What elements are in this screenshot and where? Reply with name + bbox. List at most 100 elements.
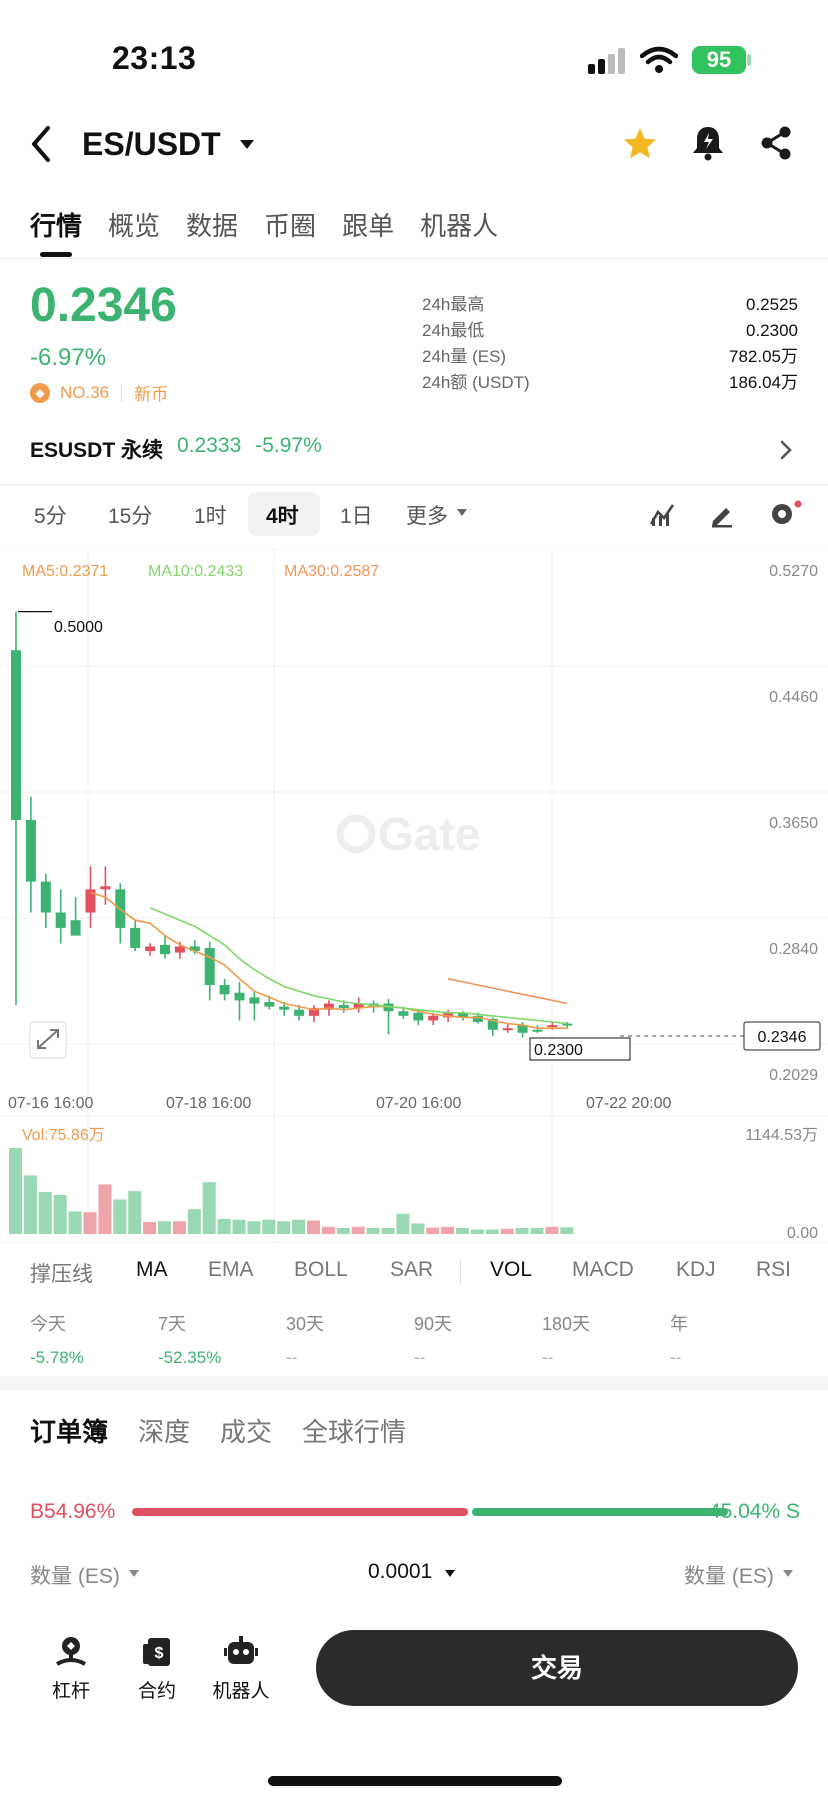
stat-value: 0.2300 [746,321,798,340]
indicator-kdj[interactable]: KDJ [676,1258,716,1281]
tab-overview[interactable]: 概览 [108,211,161,241]
perpetual-change: -5.97% [255,434,322,457]
nav-futures[interactable]: $ 合约 [112,1634,202,1703]
qty-right-select[interactable]: 数量 (ES) [684,1565,774,1588]
period-value: -- [286,1348,298,1367]
caret-down-icon[interactable] [444,1569,456,1579]
candle-body [264,1001,275,1007]
interval-15m[interactable]: 15分 [108,505,153,528]
candle-body [219,984,230,995]
low-marker-label: 0.2300 [534,1042,583,1059]
caret-down-icon[interactable] [456,508,468,518]
tab-trades[interactable]: 成交 [220,1417,273,1447]
rank-badge[interactable]: ◆ NO.36 新币 [30,380,168,405]
volume-bar [456,1227,469,1234]
period-label: 今天 [30,1314,66,1334]
tab-order-book[interactable]: 订单簿 [30,1417,109,1447]
period-item: 年 -- [670,1310,790,1368]
perpetual-label: ESUSDT 永续 [30,439,164,462]
candle-body [174,946,185,953]
interval-more[interactable]: 更多 [406,505,448,528]
volume-bar [143,1221,157,1234]
volume-bar [307,1220,320,1234]
chart-settings-icon[interactable] [768,498,804,530]
interval-5m[interactable]: 5分 [34,505,67,528]
volume-bar [441,1226,455,1234]
period-label: 30天 [286,1314,325,1334]
candle-body [428,1015,439,1021]
volume-layer [9,1148,574,1234]
ticker-stats: 24h最高 0.2525 24h最低 0.2300 24h量 (ES) 782.05万… [422,292,798,396]
tab-depth[interactable]: 深度 [138,1417,191,1447]
candle-body [443,1012,454,1018]
period-label: 90天 [414,1314,453,1334]
chevron-right-icon[interactable] [778,438,794,462]
star-icon[interactable] [622,126,658,162]
caret-down-icon[interactable] [128,1569,140,1579]
y-tick-label: 0.4460 [769,689,818,706]
y-tick-label: 0.2840 [769,941,818,958]
tab-data[interactable]: 数据 [186,211,239,241]
volume-bar [292,1219,306,1234]
volume-bar [411,1223,425,1234]
tab-community[interactable]: 币圈 [264,211,317,241]
volume-label: Vol:75.86万 [22,1127,105,1144]
stat-row: 24h最低 0.2300 [422,318,798,344]
perpetual-row[interactable]: ESUSDT 永续 0.2333 -5.97% [30,434,322,464]
tab-market[interactable]: 行情 [30,211,83,241]
back-icon[interactable] [26,124,56,164]
candle-body [398,1011,409,1016]
tab-global-market[interactable]: 全球行情 [302,1417,407,1447]
interval-1d[interactable]: 1日 [340,505,373,528]
nav-bots[interactable]: 机器人 [196,1634,286,1703]
indicator-sar[interactable]: SAR [390,1258,434,1281]
price-chart[interactable]: Gate MA5:0.2371 MA10:0.2433 MA30:0.2587 … [0,548,828,1248]
draw-tool-icon[interactable] [708,500,736,528]
candle-body [249,997,260,1004]
volume-bar [23,1175,37,1234]
buy-ratio-bar [132,1508,468,1516]
active-interval-bg [248,492,320,536]
indicator-macd[interactable]: MACD [572,1258,634,1281]
share-icon[interactable] [758,124,794,162]
caret-down-icon[interactable] [238,138,256,152]
trade-button[interactable]: 交易 [316,1630,798,1706]
caret-down-icon[interactable] [782,1569,794,1579]
x-tick-label: 07-22 20:00 [586,1095,672,1112]
tab-bots[interactable]: 机器人 [420,211,499,241]
volume-bar [381,1227,395,1234]
sell-ratio-value: 45.04% [708,1500,781,1523]
perpetual-price: 0.2333 [177,434,242,457]
indicator-vol[interactable]: VOL [490,1258,533,1281]
x-tick-label: 07-20 16:00 [376,1095,462,1112]
interval-1h[interactable]: 1时 [194,505,227,528]
pair-title[interactable]: ES/USDT [82,126,221,162]
expand-chart-icon[interactable] [29,1021,67,1059]
low-marker: 0.2300 [529,1037,631,1061]
precision-select[interactable]: 0.0001 [368,1560,433,1583]
qty-left-select[interactable]: 数量 (ES) [30,1565,120,1588]
indicator-rsi[interactable]: RSI [756,1258,792,1281]
volume-bar [172,1221,186,1234]
candle-body [487,1018,498,1030]
x-tick-label: 07-16 16:00 [8,1095,94,1112]
indicator-ema[interactable]: EMA [208,1258,254,1281]
volume-bar [545,1226,559,1234]
indicator-ma[interactable]: MA [136,1258,168,1281]
candle-body [234,992,245,1001]
rank-separator [121,383,123,402]
candle-body [85,889,96,913]
indicator-boll[interactable]: BOLL [294,1258,348,1281]
indicator-icon[interactable] [648,500,676,528]
chart-grid [0,548,828,1243]
nav-margin[interactable]: 杠杆 [26,1634,116,1703]
tab-copy-trading[interactable]: 跟单 [342,211,395,241]
ma5-label: MA5:0.2371 [22,563,108,580]
section-separator [0,1376,828,1390]
buy-letter: B [30,1500,45,1523]
interval-4h[interactable]: 4时 [266,505,299,528]
price-alert-icon[interactable] [690,124,726,162]
indicator-support-resistance[interactable]: 撑压线 [30,1263,93,1286]
y-tick-label: 0.5270 [769,563,818,580]
period-value: -- [670,1348,682,1367]
